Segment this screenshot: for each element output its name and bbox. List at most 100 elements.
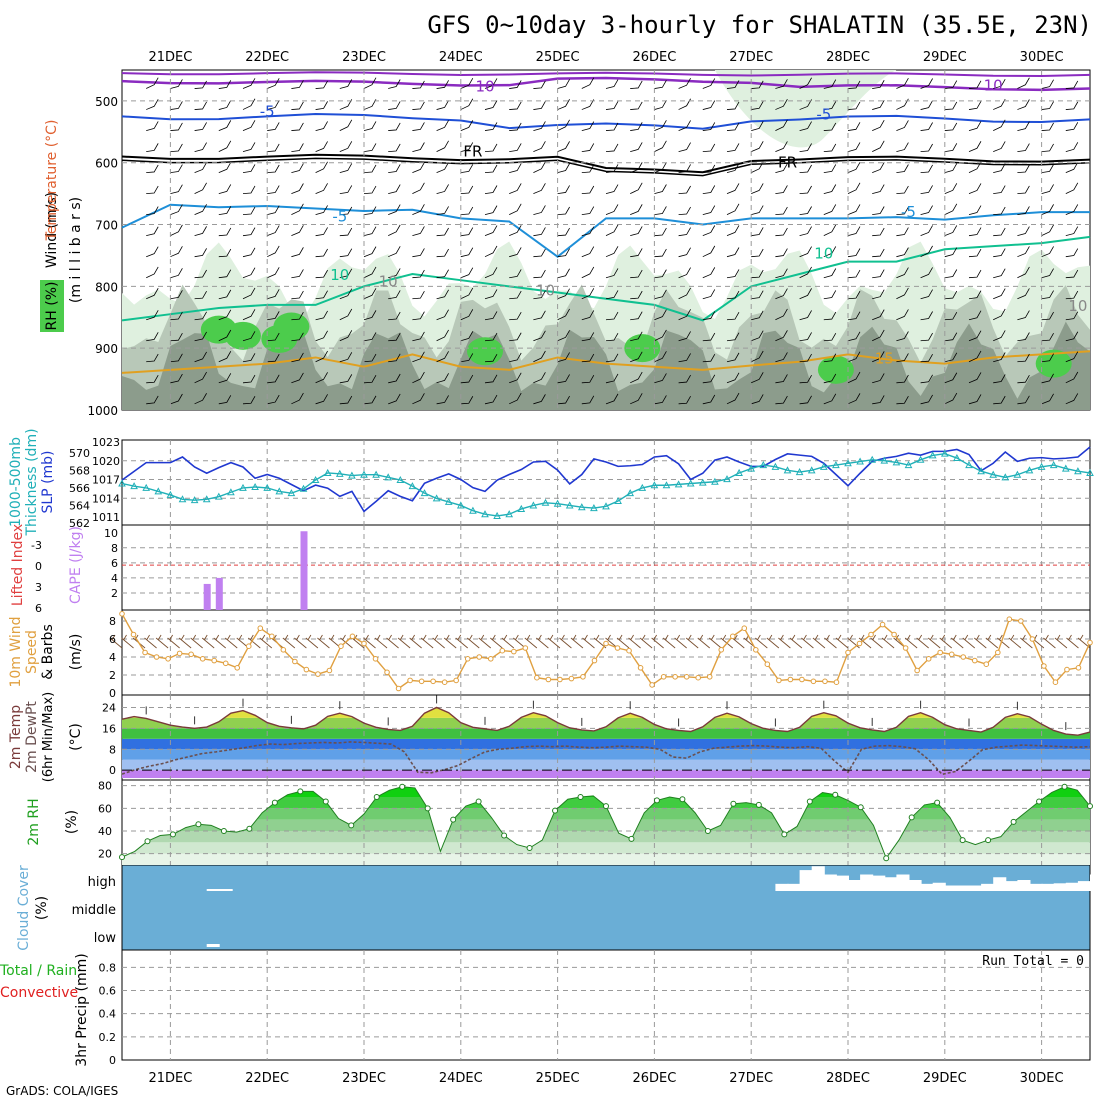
wind-speed-marker [441, 679, 448, 686]
thickness-marker [686, 479, 695, 487]
wind-barb [315, 141, 328, 152]
slp-tick-label: 1011 [92, 511, 120, 524]
thickness-marker [444, 497, 453, 505]
date-tick-label: 25DEC [536, 1071, 580, 1086]
thickness-marker [178, 495, 187, 503]
wind-barb [944, 247, 958, 258]
wind-barb [460, 247, 474, 258]
wind-barb [291, 183, 304, 195]
cloud-high-bar [775, 883, 789, 891]
pressure-tick-label: 600 [95, 157, 118, 171]
wind-barb [993, 119, 1006, 131]
wind-speed-marker [453, 677, 459, 684]
wind-barb [339, 352, 353, 363]
wind-barb [678, 247, 691, 258]
wind-speed-marker [695, 674, 701, 681]
wind-barb [605, 204, 619, 216]
wind-barb-10m [1043, 634, 1056, 649]
wind-barb-10m [224, 634, 238, 649]
wind-barb [702, 267, 716, 279]
rh-marker [144, 838, 151, 845]
wind-barb [533, 141, 546, 152]
contour-label: FR [463, 143, 482, 161]
wind-barb [847, 122, 861, 131]
wind-barb-10m [155, 634, 169, 649]
wind-barb [460, 120, 474, 131]
wind-barb [315, 290, 328, 300]
thickness-marker [832, 461, 840, 469]
wind-barb [339, 308, 353, 321]
wind-barb [460, 353, 474, 363]
axis-label-precip: 3hr Precip (mm) [74, 953, 90, 1066]
thickness-marker [577, 503, 586, 511]
wind-barb [630, 122, 643, 131]
wind-barb [460, 396, 474, 405]
wind-speed-marker [948, 651, 955, 658]
rh-marker [653, 797, 660, 804]
wind-speed-marker [142, 649, 148, 656]
wind-speed-marker [384, 669, 390, 676]
wind-barb [993, 98, 1006, 110]
wind-barb [194, 162, 207, 173]
wind-barb [654, 309, 667, 321]
date-tick-label: 27DEC [729, 50, 773, 65]
cape-tick-label: 4 [111, 572, 118, 585]
wind-barb [920, 225, 933, 237]
rh-marker [450, 816, 457, 823]
wind-barb [291, 352, 304, 363]
cloud-high-bar [872, 875, 886, 891]
wind-speed-marker [660, 674, 667, 680]
wind-barb-10m [858, 634, 872, 649]
wind-barb [436, 227, 449, 237]
wind-barb [242, 374, 256, 384]
wind-barb [146, 375, 159, 384]
axis-label-thickness-units: Thickness (dm) [24, 428, 40, 536]
wind-barb [412, 182, 425, 194]
cloud-high-bar [835, 875, 849, 891]
rh-tick-label: 80 [98, 780, 112, 793]
rh-marker [603, 803, 609, 810]
wind-barb [436, 140, 449, 152]
wind-barb [775, 288, 788, 300]
wind-barb [920, 143, 933, 152]
wind-speed-marker [925, 656, 932, 662]
wind-barb [315, 372, 328, 384]
contour-label: -5 [332, 207, 347, 225]
wind-barb [775, 374, 788, 384]
wind-barb [799, 375, 812, 384]
wind-barb [678, 142, 691, 152]
wind-speed-marker [799, 676, 805, 683]
wind-barb [291, 203, 304, 216]
wind-barb [363, 375, 377, 384]
wind-barb [436, 309, 449, 321]
wind-barb [533, 248, 546, 258]
contour-label: 15 [875, 350, 894, 368]
wind-barb-10m [835, 634, 849, 649]
wind-barb [170, 311, 183, 321]
wind-tick-label: 6 [109, 633, 116, 646]
wind-barb [557, 308, 570, 321]
wind-barb [533, 330, 546, 342]
wind-barb [267, 332, 280, 342]
wind-barb [1017, 246, 1030, 258]
wind-barb [702, 205, 716, 216]
rh-marker [271, 799, 278, 806]
precip-tick-label: 0.4 [99, 1008, 117, 1021]
wind-barb [654, 184, 667, 195]
wind-barb [605, 122, 619, 131]
wind-barb [799, 310, 812, 321]
wind-barb [388, 393, 401, 405]
wind-barb [872, 162, 885, 173]
rh-shade-green [273, 312, 310, 341]
pressure-tick-label: 1000 [87, 404, 118, 418]
thickness-marker [408, 482, 417, 490]
thickness-marker [360, 470, 368, 478]
wind-barb [533, 372, 546, 384]
wind-barb [242, 98, 256, 110]
wind-speed-marker [1006, 616, 1013, 623]
wind-barb [702, 185, 716, 195]
wind-barb [581, 375, 595, 384]
wind-barb [1041, 332, 1054, 342]
wind-barb [218, 395, 232, 405]
wind-barb [388, 204, 401, 216]
